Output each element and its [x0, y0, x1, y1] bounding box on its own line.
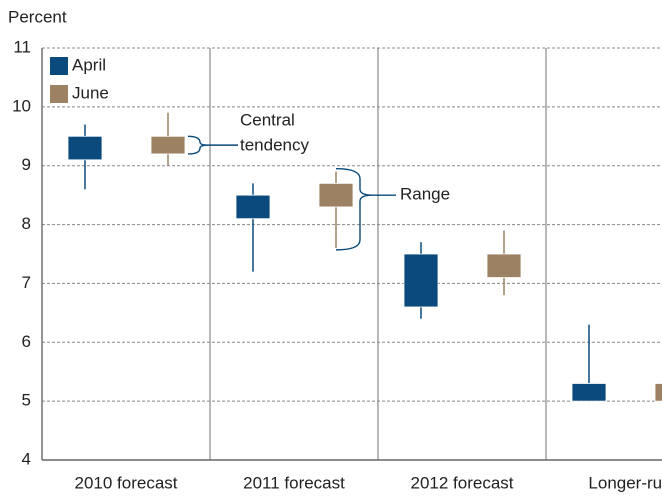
x-tick-label: Longer-run [588, 473, 662, 492]
annotation: tendency [240, 135, 309, 154]
central-tendency-box [150, 135, 186, 155]
x-tick-label: 2012 forecast [410, 473, 513, 492]
central-tendency-box [486, 253, 522, 278]
x-tick-label: 2010 forecast [74, 473, 177, 492]
legend-label: June [72, 83, 109, 102]
y-tick-label: 6 [22, 332, 31, 351]
y-tick-label: 7 [22, 273, 31, 292]
y-tick-label: 5 [22, 391, 31, 410]
y-tick-label: 8 [22, 214, 31, 233]
y-tick-label: 4 [22, 449, 31, 468]
central-tendency-box [235, 194, 271, 220]
legend-swatch [50, 85, 68, 103]
central-tendency-brace [187, 135, 238, 155]
range-brace [335, 167, 396, 251]
y-tick-label: 11 [13, 37, 31, 56]
y-tick-label: 10 [12, 96, 31, 115]
x-tick-label: 2011 forecast [243, 473, 345, 492]
y-axis-label: Percent [8, 7, 67, 26]
central-tendency-box [318, 182, 354, 208]
legend-label: April [72, 55, 106, 74]
annotation: Central [240, 110, 295, 129]
central-tendency-box [571, 383, 607, 402]
central-tendency-box [67, 135, 103, 161]
annotation: Range [400, 185, 450, 204]
legend-swatch [50, 57, 68, 75]
central-tendency-box [654, 383, 662, 402]
y-tick-label: 9 [22, 155, 31, 174]
central-tendency-box [403, 253, 439, 308]
